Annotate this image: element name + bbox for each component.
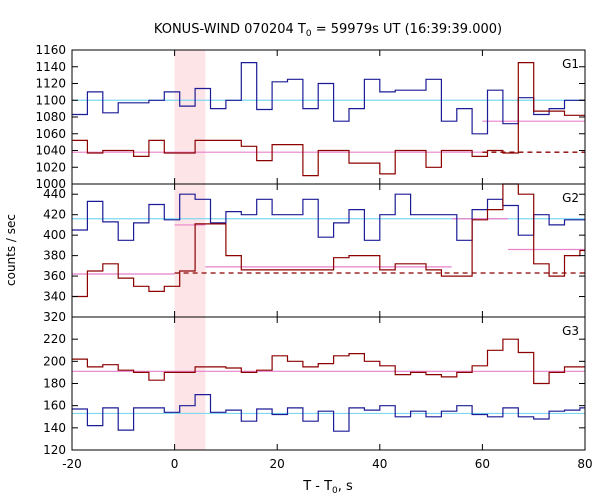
chart-title: KONUS-WIND 070204 T0 = 59979s UT (16:39:… bbox=[154, 22, 502, 39]
panel-label: G1 bbox=[562, 57, 579, 71]
y-tick-label: 1020 bbox=[35, 160, 66, 174]
y-tick-label: 1040 bbox=[35, 144, 66, 158]
y-tick-label: 120 bbox=[43, 443, 66, 457]
x-axis-label: T - T0, s bbox=[302, 479, 353, 496]
panels-layer: 1000 1020 1040 1060 1080 1100 1120 1140 1160 G1 32… bbox=[35, 43, 592, 471]
highlight-interval bbox=[174, 50, 206, 450]
y-tick-label: 320 bbox=[43, 310, 66, 324]
y-tick-label: 140 bbox=[43, 421, 66, 435]
y-axis-label: counts / sec bbox=[4, 214, 18, 286]
y-tick-label: 180 bbox=[43, 377, 66, 391]
y-tick-label: 340 bbox=[43, 290, 66, 304]
y-tick-label: 1000 bbox=[35, 177, 66, 191]
series-line-blue bbox=[72, 62, 585, 135]
y-tick-label: 200 bbox=[43, 354, 66, 368]
highlight-layer bbox=[174, 50, 206, 450]
series-line-red bbox=[72, 62, 585, 177]
panel-g3: 120 140 160 180 200 220 G3 bbox=[43, 316, 586, 457]
x-tick-label: 80 bbox=[577, 457, 592, 471]
y-tick-label: 1100 bbox=[35, 93, 66, 107]
panel-frame bbox=[71, 316, 586, 451]
x-tick-label: 60 bbox=[475, 457, 490, 471]
x-tick-label: 40 bbox=[372, 457, 387, 471]
y-tick-label: 160 bbox=[43, 399, 66, 413]
y-tick-label: 380 bbox=[43, 249, 66, 263]
y-tick-label: 220 bbox=[43, 332, 66, 346]
x-tick-label: 0 bbox=[171, 457, 179, 471]
y-tick-label: 400 bbox=[43, 228, 66, 242]
y-tick-label: 440 bbox=[43, 187, 66, 201]
panel-g1: 1000 1020 1040 1060 1080 1100 1120 1140 1160 G1 bbox=[35, 43, 586, 191]
y-tick-label: 1060 bbox=[35, 127, 66, 141]
y-tick-label: 1140 bbox=[35, 60, 66, 74]
series-line-blue bbox=[72, 394, 585, 432]
panel-label: G2 bbox=[562, 191, 579, 205]
x-tick-label: -20 bbox=[62, 457, 82, 471]
panel-label: G3 bbox=[562, 324, 579, 338]
series-line-red bbox=[72, 338, 585, 385]
y-tick-label: 1160 bbox=[35, 43, 66, 57]
y-tick-label: 360 bbox=[43, 269, 66, 283]
panel-g2: 320 340 360 380 400 420 440 G2 bbox=[43, 183, 586, 324]
y-tick-label: 1080 bbox=[35, 110, 66, 124]
x-tick-label: 20 bbox=[270, 457, 285, 471]
y-tick-label: 1120 bbox=[35, 77, 66, 91]
y-tick-label: 420 bbox=[43, 208, 66, 222]
series-line-red bbox=[72, 183, 585, 298]
